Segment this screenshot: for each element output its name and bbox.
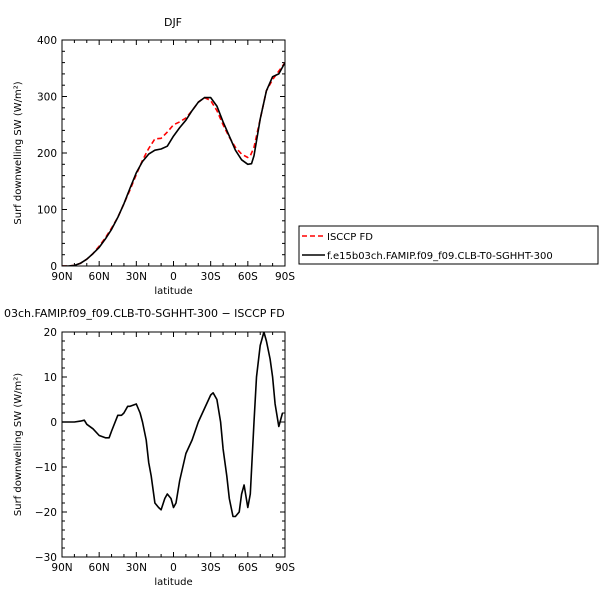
x-tick-label: 60N <box>89 271 110 283</box>
legend-entry: ISCCP FD <box>327 232 373 243</box>
series-line-1 <box>62 62 285 266</box>
legend-entry: f.e15b03ch.FAMIP.f09_f09.CLB-T0-SGHHT-30… <box>327 251 553 262</box>
y-tick-label: −30 <box>35 552 57 564</box>
x-tick-label: 30S <box>201 562 221 574</box>
x-tick-label: 90N <box>51 562 72 574</box>
y-axis-label: Surf downwelling SW (W/m²) <box>13 373 24 516</box>
x-tick-label: 60N <box>89 562 110 574</box>
y-tick-label: 300 <box>37 92 57 104</box>
x-axis-label: latitude <box>154 577 192 588</box>
x-tick-label: 30N <box>126 562 147 574</box>
y-tick-label: −10 <box>35 462 57 474</box>
y-axis-label: Surf downwelling SW (W/m²) <box>13 81 24 224</box>
x-axis-label: latitude <box>154 286 192 297</box>
y-tick-label: 400 <box>37 35 57 47</box>
y-tick-label: 0 <box>50 261 57 273</box>
series-line-1 <box>62 332 284 518</box>
y-tick-label: 0 <box>50 417 57 429</box>
x-tick-label: 30N <box>126 271 147 283</box>
legend-box <box>298 225 599 265</box>
x-tick-label: 30S <box>201 271 221 283</box>
y-tick-label: 200 <box>37 148 57 160</box>
series-line-2 <box>62 62 285 266</box>
y-tick-label: 10 <box>44 372 57 384</box>
x-tick-label: 0 <box>170 271 177 283</box>
chart-title: DJF <box>164 16 182 29</box>
y-tick-label: 100 <box>37 205 57 217</box>
x-tick-label: 90S <box>275 271 295 283</box>
x-tick-label: 60S <box>238 562 258 574</box>
y-tick-label: −20 <box>35 507 57 519</box>
chart-title: 03ch.FAMIP.f09_f09.CLB-T0-SGHHT-300 − IS… <box>4 307 285 320</box>
legend: ISCCP FD f.e15b03ch.FAMIP.f09_f09.CLB-T0-… <box>298 225 599 265</box>
chart-panel-1: DJF 90N 60N 30N 0 30S 60S 90S 0 100 200 300 400 latit… <box>13 16 599 297</box>
chart-panel-2: 03ch.FAMIP.f09_f09.CLB-T0-SGHHT-300 − IS… <box>4 307 295 588</box>
x-tick-label: 90S <box>275 562 295 574</box>
y-tick-label: 20 <box>44 327 57 339</box>
x-tick-label: 60S <box>238 271 258 283</box>
plot-frame <box>61 331 286 558</box>
x-tick-label: 90N <box>51 271 72 283</box>
x-tick-label: 0 <box>170 562 177 574</box>
